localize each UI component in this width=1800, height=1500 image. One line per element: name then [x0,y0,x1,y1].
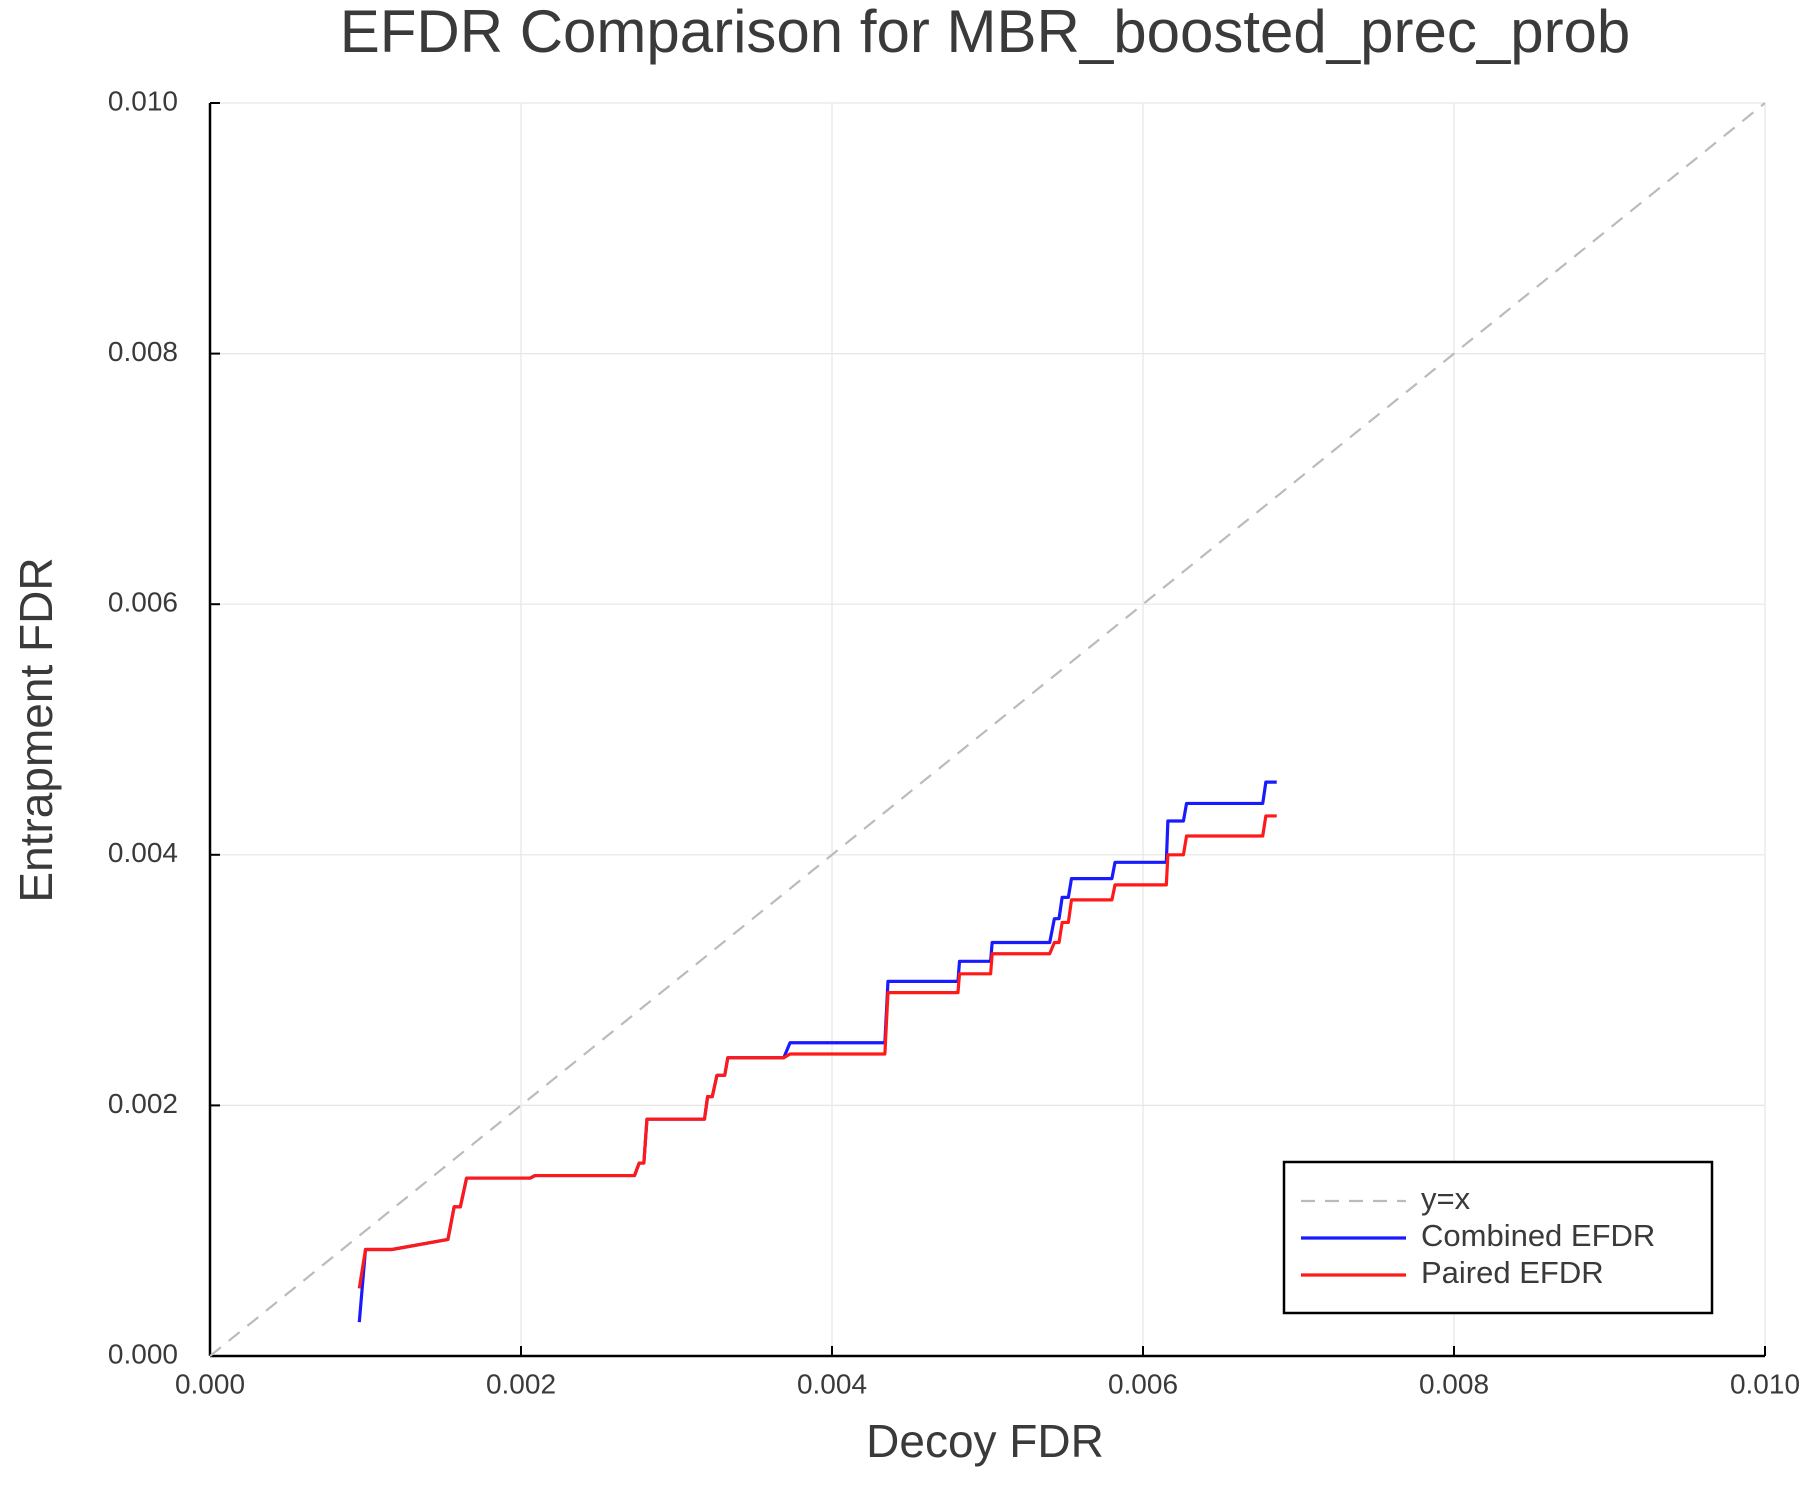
x-tick-label: 0.008 [1419,1368,1489,1399]
data-line [209,102,1766,1357]
y-tick-label: 0.000 [108,1338,178,1369]
y-tick-label: 0.008 [108,336,178,367]
data-line [357,814,1277,1289]
x-tick-label: 0.004 [797,1368,867,1399]
y-axis-label: Entrapment FDR [10,557,62,902]
legend-label: Paired EFDR [1421,1255,1604,1290]
legend-label: Combined EFDR [1421,1218,1655,1253]
x-tick-label: 0.000 [175,1368,245,1399]
x-axis-label: Decoy FDR [866,1415,1104,1467]
y-tick-label: 0.006 [108,587,178,618]
x-tick-label: 0.010 [1730,1368,1800,1399]
legend-label: y=x [1421,1181,1471,1216]
y-tick-label: 0.002 [108,1088,178,1119]
y-tick-label: 0.004 [108,837,178,868]
chart-title: EFDR Comparison for MBR_boosted_prec_pro… [340,0,1631,65]
y-tick-label: 0.010 [108,85,178,116]
x-tick-label: 0.006 [1108,1368,1178,1399]
x-tick-label: 0.002 [486,1368,556,1399]
